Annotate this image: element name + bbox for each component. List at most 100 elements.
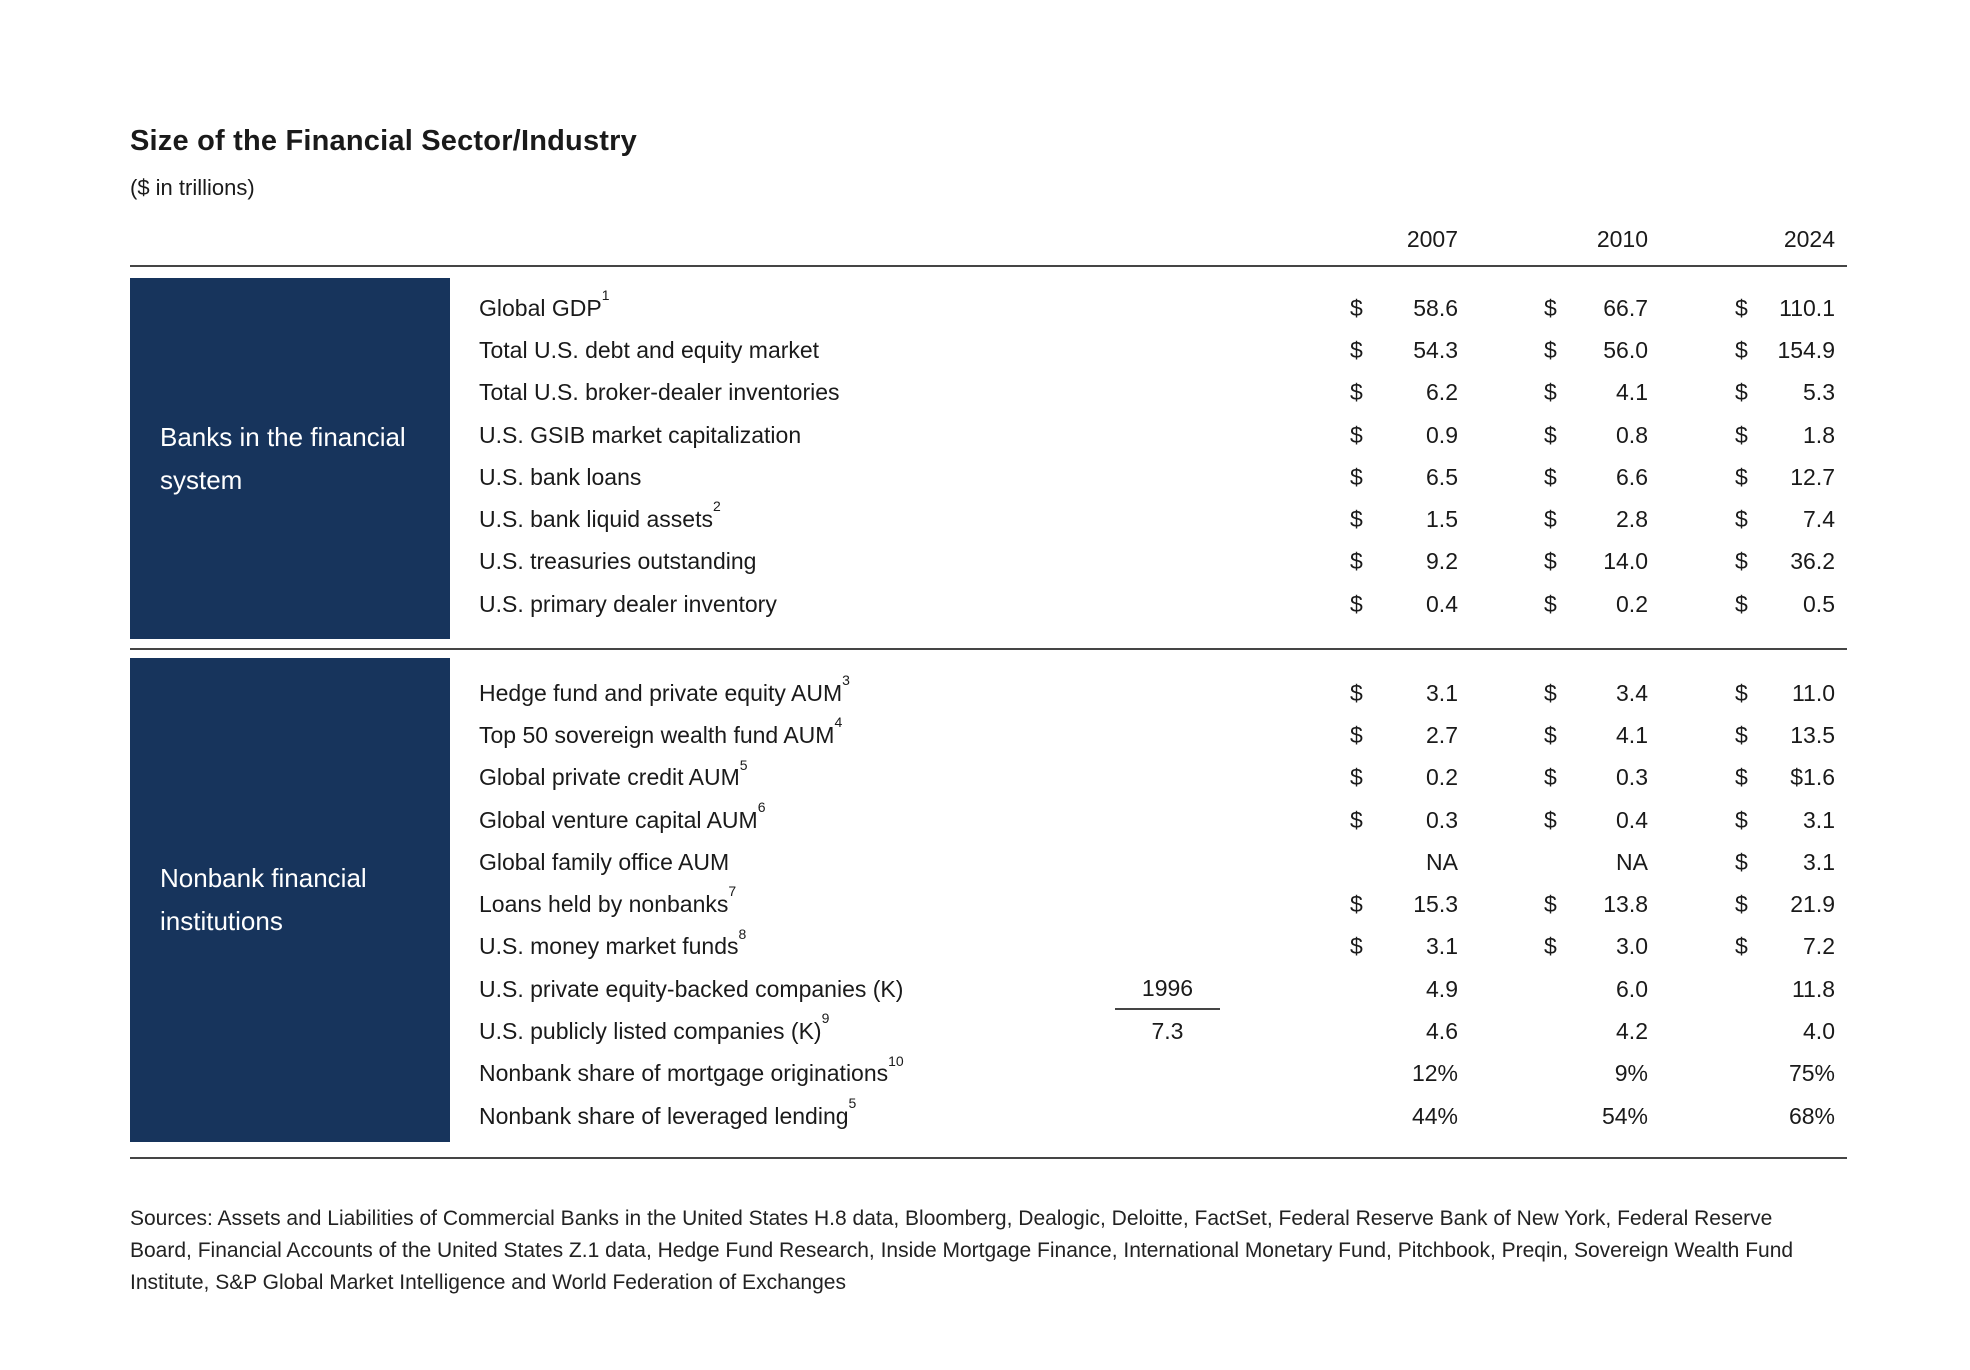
dollar-sign: $ xyxy=(1350,294,1363,321)
value-cell-2024: $ $1.6 xyxy=(1735,757,1835,799)
dollar-sign: $ xyxy=(1544,336,1557,363)
table-row: U.S. publicly listed companies (K)9 7.3 … xyxy=(479,1010,1835,1052)
extra-1996-cell xyxy=(1115,329,1220,371)
table-row: U.S. private equity-backed companies (K)… xyxy=(479,968,1835,1011)
section-banks-label-block: Banks in the financial system xyxy=(130,278,450,639)
row-label-text: Nonbank share of mortgage originations xyxy=(479,1060,889,1087)
value-number: 3.4 xyxy=(1616,679,1648,706)
dollar-sign: $ xyxy=(1735,590,1748,617)
extra-1996-cell xyxy=(1115,498,1220,540)
value-cell-2024: 4.0 xyxy=(1735,1010,1835,1052)
value-number: 4.1 xyxy=(1616,379,1648,406)
value-number: 15.3 xyxy=(1413,891,1458,918)
row-label-text: Nonbank share of leveraged lending xyxy=(479,1102,849,1129)
row-label-text: U.S. money market funds xyxy=(479,933,739,960)
value-cell-2024: $3.1 xyxy=(1735,799,1835,841)
table-row: Total U.S. debt and equity market $54.3 … xyxy=(479,329,1835,371)
dollar-sign: $ xyxy=(1350,891,1363,918)
row-label-text: U.S. publicly listed companies (K) xyxy=(479,1018,822,1045)
dollar-sign: $ xyxy=(1735,933,1748,960)
dollar-sign: $ xyxy=(1350,933,1363,960)
value-cell-2010: 9% xyxy=(1544,1053,1648,1095)
table-row: U.S. bank liquid assets2 $1.5 $2.8 $7.4 xyxy=(479,498,1835,540)
value-cell-2007: $0.3 xyxy=(1350,799,1458,841)
value-cell-2010: NA xyxy=(1544,841,1648,883)
extra-1996-cell xyxy=(1115,583,1220,625)
value-cell-2010: $66.7 xyxy=(1544,287,1648,329)
extra-1996-cell xyxy=(1115,799,1220,841)
footnote-marker: 3 xyxy=(842,671,850,688)
value-number: 110.1 xyxy=(1779,294,1835,321)
value-cell-2007: $0.9 xyxy=(1350,414,1458,456)
table-row: Nonbank share of mortgage originations10… xyxy=(479,1053,1835,1095)
value-number: 58.6 xyxy=(1413,294,1458,321)
extra-1996-cell: 1996 xyxy=(1115,968,1220,1011)
value-cell-2010: $2.8 xyxy=(1544,498,1648,540)
extra-1996-cell xyxy=(1115,1095,1220,1137)
value-number: 4.1 xyxy=(1616,721,1648,748)
dollar-sign: $ xyxy=(1735,548,1748,575)
value-number: 3.0 xyxy=(1616,933,1648,960)
extra-1996-cell xyxy=(1115,1053,1220,1095)
dollar-sign: $ xyxy=(1350,463,1363,490)
value-cell-2024: 75% xyxy=(1735,1053,1835,1095)
value-cell-2007: $6.2 xyxy=(1350,372,1458,414)
value-cell-2007: 4.9 xyxy=(1350,968,1458,1010)
table-row: U.S. GSIB market capitalization $0.9 $0.… xyxy=(479,414,1835,456)
table-row: Hedge fund and private equity AUM3 $3.1 … xyxy=(479,672,1835,714)
extra-1996-cell xyxy=(1115,372,1220,414)
dollar-sign: $ xyxy=(1544,590,1557,617)
value-number: 0.5 xyxy=(1803,590,1835,617)
value-cell-2007: $3.1 xyxy=(1350,926,1458,968)
section-label: Nonbank financial institutions xyxy=(160,863,367,937)
value-cell-2010: $0.4 xyxy=(1544,799,1648,841)
value-cell-2007: $0.4 xyxy=(1350,583,1458,625)
value-cell-2024: 11.8 xyxy=(1735,968,1835,1010)
value-cell-2024: $12.7 xyxy=(1735,456,1835,498)
value-cell-2024: 68% xyxy=(1735,1095,1835,1137)
value-number: 0.2 xyxy=(1426,764,1458,791)
extra-1996-cell xyxy=(1115,757,1220,799)
row-label-text: U.S. private equity-backed companies (K) xyxy=(479,975,904,1002)
dollar-sign: $ xyxy=(1350,421,1363,448)
value-cell-2007: $15.3 xyxy=(1350,883,1458,925)
row-label-text: Top 50 sovereign wealth fund AUM xyxy=(479,721,835,748)
table-row: Global private credit AUM5 $0.2 $0.3 $ $1… xyxy=(479,757,1835,799)
value-number: 4.2 xyxy=(1616,1018,1648,1045)
row-label-text: Hedge fund and private equity AUM xyxy=(479,679,843,706)
value-number: 11.8 xyxy=(1791,975,1835,1002)
table-row: Global family office AUM NA NA $3.1 xyxy=(479,841,1835,883)
extra-1996-cell xyxy=(1115,672,1220,714)
value-cell-2007: $2.7 xyxy=(1350,714,1458,756)
section-nonbanks-rows: Hedge fund and private equity AUM3 $3.1 … xyxy=(450,658,1847,1142)
row-label: Nonbank share of leveraged lending5 xyxy=(479,1096,1115,1130)
value-cell-2010: $4.1 xyxy=(1544,372,1648,414)
value-cell-2007: 12% xyxy=(1350,1053,1458,1095)
extra-1996-cell: 7.3 xyxy=(1151,1018,1184,1045)
value-number: 11.0 xyxy=(1791,679,1835,706)
footnote-marker: 1 xyxy=(601,286,610,303)
row-label: Global GDP1 xyxy=(479,288,1115,322)
value-cell-2024: $110.1 xyxy=(1735,287,1835,329)
value-cell-2010: 4.2 xyxy=(1544,1010,1648,1052)
dollar-sign: $ xyxy=(1544,463,1557,490)
dollar-sign: $ xyxy=(1735,294,1748,321)
extra-1996-cell xyxy=(1115,287,1220,329)
units-note: ($ in trillions) xyxy=(130,175,255,200)
value-cell-2007: NA xyxy=(1350,841,1458,883)
row-label-text: Global venture capital AUM xyxy=(479,806,758,833)
footnote-marker: 5 xyxy=(848,1094,857,1111)
dollar-sign: $ xyxy=(1735,764,1748,791)
value-number: 0.4 xyxy=(1616,806,1648,833)
section-nonbanks: Nonbank financial institutions Hedge fun… xyxy=(130,658,1847,1143)
value-number: 54.3 xyxy=(1413,336,1458,363)
footnote-marker: 10 xyxy=(888,1052,904,1069)
dollar-sign: $ xyxy=(1735,721,1748,748)
row-label: U.S. treasuries outstanding xyxy=(479,548,1115,575)
value-cell-2024: $3.1 xyxy=(1735,841,1835,883)
dollar-sign: $ xyxy=(1350,721,1363,748)
row-label-text: U.S. primary dealer inventory xyxy=(479,590,777,617)
dollar-sign: $ xyxy=(1350,806,1363,833)
row-label: Top 50 sovereign wealth fund AUM4 xyxy=(479,715,1115,749)
value-number: 36.2 xyxy=(1790,548,1835,575)
